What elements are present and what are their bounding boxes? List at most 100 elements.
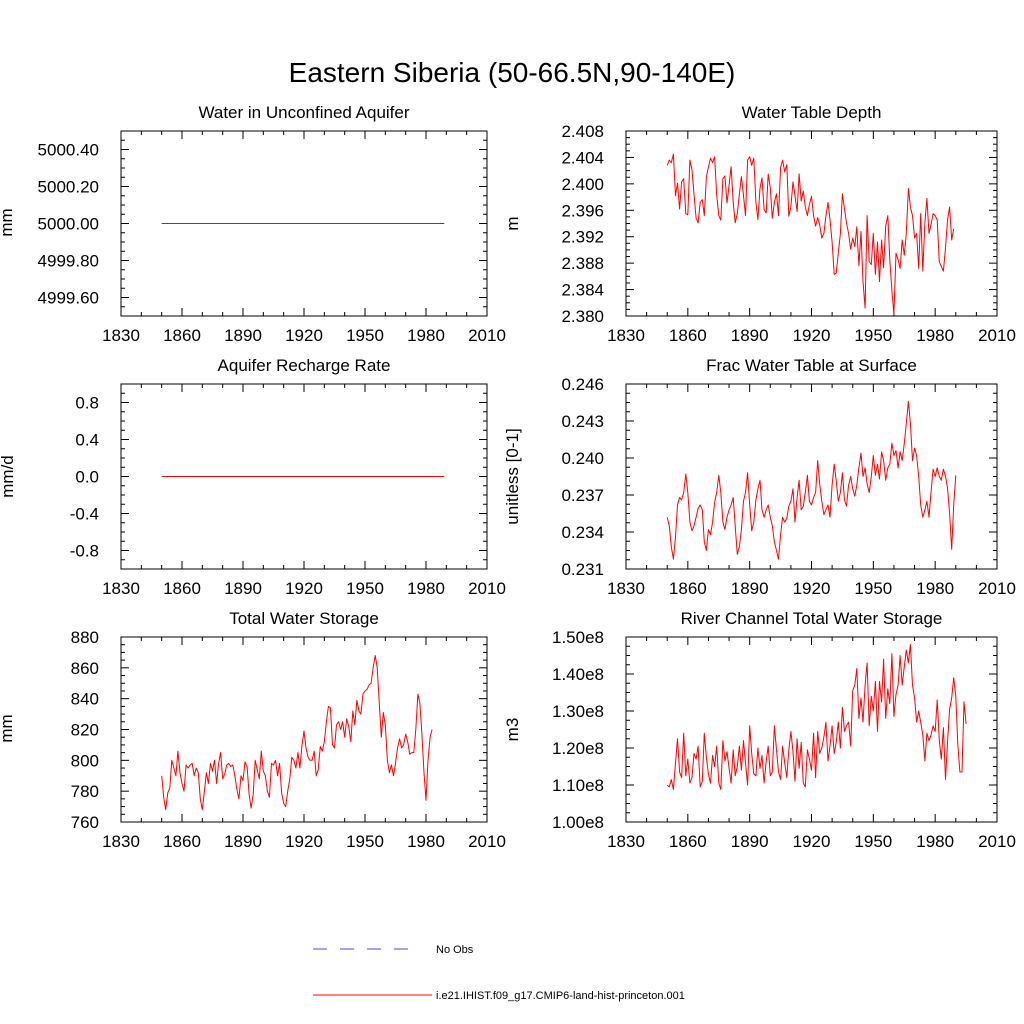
x-tick-label: 1980: [916, 832, 954, 851]
legend: No Obs i.e21.IHIST.f09_g17.CMIP6-land-hi…: [313, 944, 685, 1002]
y-tick-label: 760: [71, 813, 99, 832]
x-tick-label: 1980: [916, 579, 954, 598]
y-tick-label: 2.404: [561, 148, 604, 167]
y-tick-label: 0.234: [561, 523, 604, 542]
y-tick-label: 800: [71, 751, 99, 770]
x-tick-label: 1920: [285, 326, 323, 345]
y-tick-label: 2.380: [561, 307, 604, 326]
x-tick-label: 2010: [468, 832, 506, 851]
y-tick-label: 2.388: [561, 254, 604, 273]
x-tick-label: 1890: [224, 579, 262, 598]
x-tick-label: 1950: [346, 579, 384, 598]
legend-obs-label: No Obs: [436, 944, 474, 956]
y-tick-label: 5000.40: [38, 141, 99, 160]
y-tick-label: 0.246: [561, 375, 604, 394]
x-tick-label: 1950: [854, 579, 892, 598]
y-tick-label: -0.4: [70, 505, 99, 524]
x-tick-label: 1950: [854, 326, 892, 345]
x-tick-label: 1860: [669, 326, 707, 345]
y-tick-label: 0.0: [75, 468, 99, 487]
y-tick-label: 2.400: [561, 175, 604, 194]
y-axis-label: unitless [0-1]: [503, 428, 522, 524]
x-tick-label: 1830: [102, 832, 140, 851]
x-tick-label: 1980: [407, 579, 445, 598]
y-tick-label: 0.237: [561, 486, 604, 505]
x-tick-label: 2010: [978, 579, 1016, 598]
x-tick-label: 1920: [285, 832, 323, 851]
panel-title: River Channel Total Water Storage: [681, 609, 943, 628]
y-tick-label: 0.4: [75, 431, 99, 450]
x-tick-label: 1980: [916, 326, 954, 345]
y-tick-label: 1.20e8: [552, 739, 604, 758]
x-tick-label: 1860: [163, 326, 201, 345]
x-tick-label: 1890: [731, 326, 769, 345]
panel-total-water-storage: Total Water Storage mm 1830 1860 1890 1920 195…: [0, 609, 506, 851]
panel-title: Water in Unconfined Aquifer: [198, 103, 409, 122]
y-axis-label: mm/d: [0, 455, 17, 498]
panel-water-table-depth: Water Table Depth m 1830 1860 1890 1920 1950 19…: [503, 103, 1016, 345]
y-tick-label: 880: [71, 628, 99, 647]
x-tick-label: 1920: [793, 832, 831, 851]
figure-title: Eastern Siberia (50-66.5N,90-140E): [289, 57, 736, 88]
y-axis-label: mm: [0, 714, 16, 742]
y-tick-label: 1.10e8: [552, 776, 604, 795]
panel-title: Aquifer Recharge Rate: [218, 356, 391, 375]
y-tick-label: 0.8: [75, 394, 99, 413]
x-tick-label: 1890: [731, 832, 769, 851]
panel-title: Frac Water Table at Surface: [706, 356, 917, 375]
y-tick-label: 1.50e8: [552, 628, 604, 647]
y-tick-label: 0.243: [561, 412, 604, 431]
y-tick-label: 820: [71, 721, 99, 740]
y-tick-label: 860: [71, 659, 99, 678]
y-tick-label: 0.231: [561, 560, 604, 579]
y-tick-label: 4999.60: [38, 289, 99, 308]
x-tick-label: 2010: [468, 326, 506, 345]
x-tick-label: 1920: [793, 579, 831, 598]
x-tick-label: 2010: [468, 579, 506, 598]
y-tick-label: 1.00e8: [552, 813, 604, 832]
x-tick-label: 1890: [224, 326, 262, 345]
x-tick-label: 1830: [607, 579, 645, 598]
x-tick-label: 1860: [163, 579, 201, 598]
series-line-river-channel-total-water-storage: [666, 643, 967, 790]
x-tick-label: 1980: [407, 832, 445, 851]
legend-model-label: i.e21.IHIST.f09_g17.CMIP6-land-hist-prin…: [436, 990, 685, 1002]
x-tick-label: 1860: [163, 832, 201, 851]
x-tick-label: 1980: [407, 326, 445, 345]
plot-frame: [625, 130, 998, 317]
x-tick-label: 1950: [346, 326, 384, 345]
x-tick-label: 2010: [978, 326, 1016, 345]
y-tick-label: 840: [71, 690, 99, 709]
x-tick-label: 1890: [224, 832, 262, 851]
plot-frame: [625, 383, 998, 570]
x-tick-label: 1890: [731, 579, 769, 598]
x-tick-label: 1950: [346, 832, 384, 851]
y-tick-label: 5000.00: [38, 215, 99, 234]
y-tick-label: 0.240: [561, 449, 604, 468]
plot-frame: [625, 636, 998, 823]
y-axis-label: mm: [0, 208, 16, 236]
y-tick-label: 5000.20: [38, 178, 99, 197]
series-line-total-water-storage: [161, 655, 433, 811]
series-line-water-table-depth: [666, 153, 955, 315]
x-tick-label: 1860: [669, 579, 707, 598]
y-tick-label: 2.408: [561, 122, 604, 141]
x-tick-label: 1950: [854, 832, 892, 851]
x-tick-label: 1860: [669, 832, 707, 851]
x-tick-label: 1830: [102, 326, 140, 345]
panel-water-in-unconfined-aquifer: Water in Unconfined Aquifer mm 1830 1860 189…: [0, 103, 506, 345]
panel-title: Total Water Storage: [229, 609, 379, 628]
panel-frac-water-table-at-surface: Frac Water Table at Surface unitless [0-1…: [503, 356, 1016, 598]
x-tick-label: 2010: [978, 832, 1016, 851]
x-tick-label: 1920: [793, 326, 831, 345]
x-tick-label: 1830: [102, 579, 140, 598]
x-tick-label: 1920: [285, 579, 323, 598]
y-tick-label: 1.40e8: [552, 665, 604, 684]
panels: Water in Unconfined Aquifer mm 1830 1860 189…: [0, 103, 1016, 851]
panel-title: Water Table Depth: [742, 103, 882, 122]
y-tick-label: 2.384: [561, 281, 604, 300]
y-tick-label: 1.30e8: [552, 702, 604, 721]
x-tick-label: 1830: [607, 326, 645, 345]
